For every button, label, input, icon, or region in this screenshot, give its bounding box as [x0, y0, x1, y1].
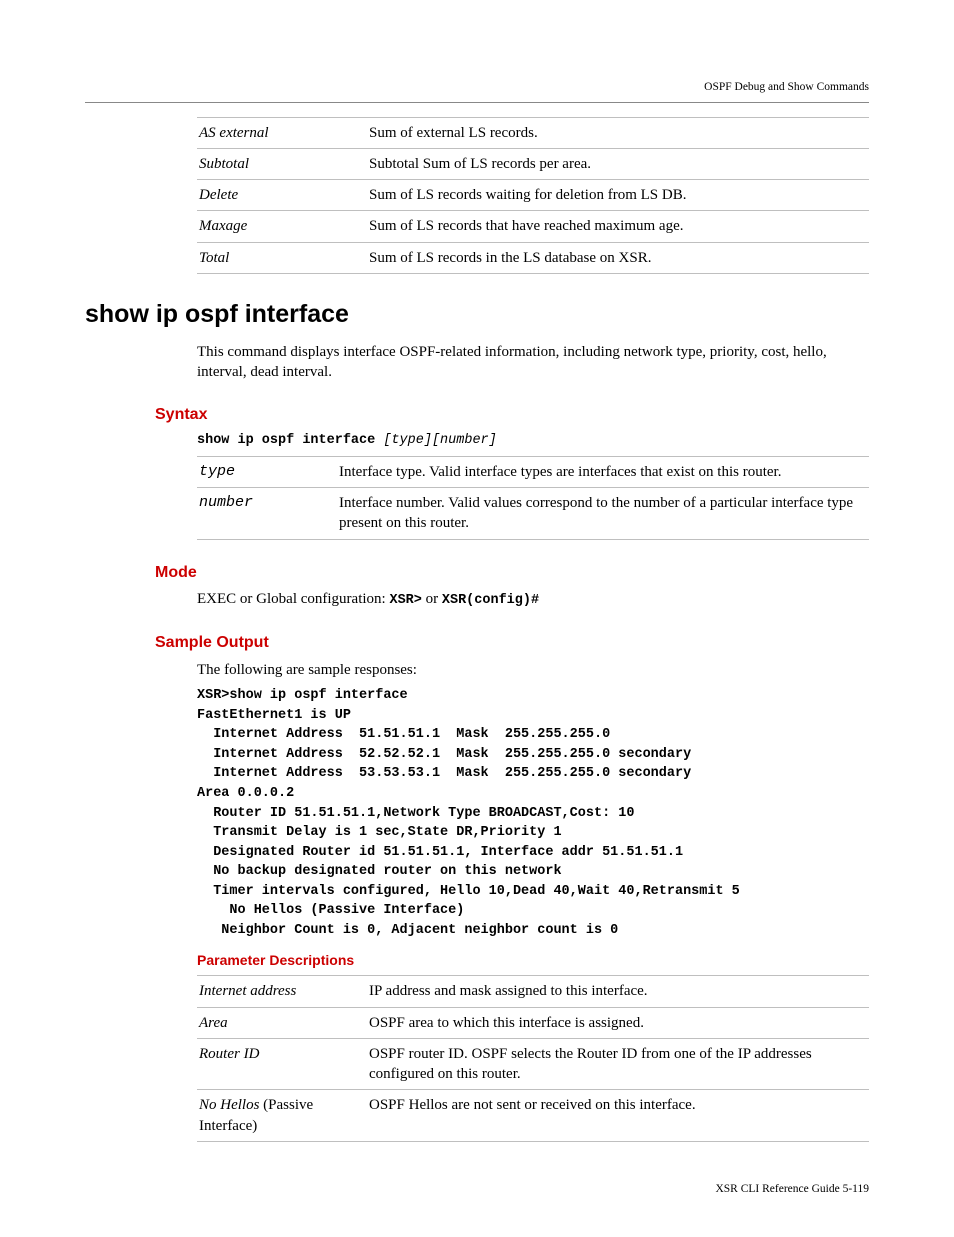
param-desc-table-wrap: Internet address IP address and mask ass… — [197, 975, 869, 1142]
table-row: Router ID OSPF router ID. OSPF selects t… — [197, 1038, 869, 1090]
table-row: Total Sum of LS records in the LS databa… — [197, 242, 869, 273]
param-val: Subtotal Sum of LS records per area. — [367, 148, 869, 179]
syntax-val: Interface number. Valid values correspon… — [337, 488, 869, 540]
param-key: Subtotal — [197, 148, 367, 179]
section-syntax: Syntax — [155, 404, 869, 426]
command-title: show ip ospf interface — [85, 298, 869, 332]
section-param-desc: Parameter Descriptions — [197, 951, 869, 970]
sample-intro: The following are sample responses: — [197, 660, 869, 680]
param-key: Delete — [197, 180, 367, 211]
table-row: Area OSPF area to which this interface i… — [197, 1007, 869, 1038]
mode-code1: XSR> — [389, 593, 421, 608]
param-val: Sum of external LS records. — [367, 117, 869, 148]
syntax-line: show ip ospf interface [type][number] — [197, 432, 869, 450]
section-mode: Mode — [155, 562, 869, 584]
table-row: number Interface number. Valid values co… — [197, 488, 869, 540]
command-description: This command displays interface OSPF-rel… — [197, 342, 869, 383]
syntax-val: Interface type. Valid interface types ar… — [337, 456, 869, 487]
mode-code2: XSR(config)# — [442, 593, 539, 608]
syntax-key: type — [197, 456, 337, 487]
syntax-key: number — [197, 488, 337, 540]
param-val: Sum of LS records waiting for deletion f… — [367, 180, 869, 211]
param-val: Sum of LS records in the LS database on … — [367, 242, 869, 273]
table-row: type Interface type. Valid interface typ… — [197, 456, 869, 487]
paramdesc-val: OSPF Hellos are not sent or received on … — [367, 1090, 869, 1142]
sample-code: XSR>show ip ospf interface FastEthernet1… — [197, 686, 869, 940]
top-param-table: AS external Sum of external LS records. … — [197, 117, 869, 274]
param-key: Total — [197, 242, 367, 273]
mode-line: EXEC or Global configuration: XSR> or XS… — [197, 589, 869, 610]
paramdesc-val: IP address and mask assigned to this int… — [367, 976, 869, 1007]
table-row: Maxage Sum of LS records that have reach… — [197, 211, 869, 242]
paramdesc-key: No Hellos (Passive Interface) — [197, 1090, 367, 1142]
table-row: No Hellos (Passive Interface) OSPF Hello… — [197, 1090, 869, 1142]
table-row: Delete Sum of LS records waiting for del… — [197, 180, 869, 211]
syntax-table: type Interface type. Valid interface typ… — [197, 456, 869, 540]
mode-mid: or — [422, 591, 442, 607]
param-key: Maxage — [197, 211, 367, 242]
paramdesc-val: OSPF router ID. OSPF selects the Router … — [367, 1038, 869, 1090]
top-param-table-wrap: AS external Sum of external LS records. … — [197, 117, 869, 274]
page-header-right: OSPF Debug and Show Commands — [85, 80, 869, 103]
paramdesc-val: OSPF area to which this interface is ass… — [367, 1007, 869, 1038]
paramdesc-key: Area — [197, 1007, 367, 1038]
table-row: AS external Sum of external LS records. — [197, 117, 869, 148]
syntax-args: [type][number] — [375, 433, 497, 448]
page-footer-right: XSR CLI Reference Guide 5-119 — [85, 1182, 869, 1198]
paramdesc-key: Router ID — [197, 1038, 367, 1090]
section-sample-output: Sample Output — [155, 632, 869, 654]
param-key: AS external — [197, 117, 367, 148]
table-row: Subtotal Subtotal Sum of LS records per … — [197, 148, 869, 179]
param-desc-table: Internet address IP address and mask ass… — [197, 975, 869, 1142]
syntax-table-wrap: type Interface type. Valid interface typ… — [197, 456, 869, 540]
table-row: Internet address IP address and mask ass… — [197, 976, 869, 1007]
param-val: Sum of LS records that have reached maxi… — [367, 211, 869, 242]
mode-prefix: EXEC or Global configuration: — [197, 591, 389, 607]
paramdesc-key: Internet address — [197, 976, 367, 1007]
syntax-command: show ip ospf interface — [197, 433, 375, 448]
